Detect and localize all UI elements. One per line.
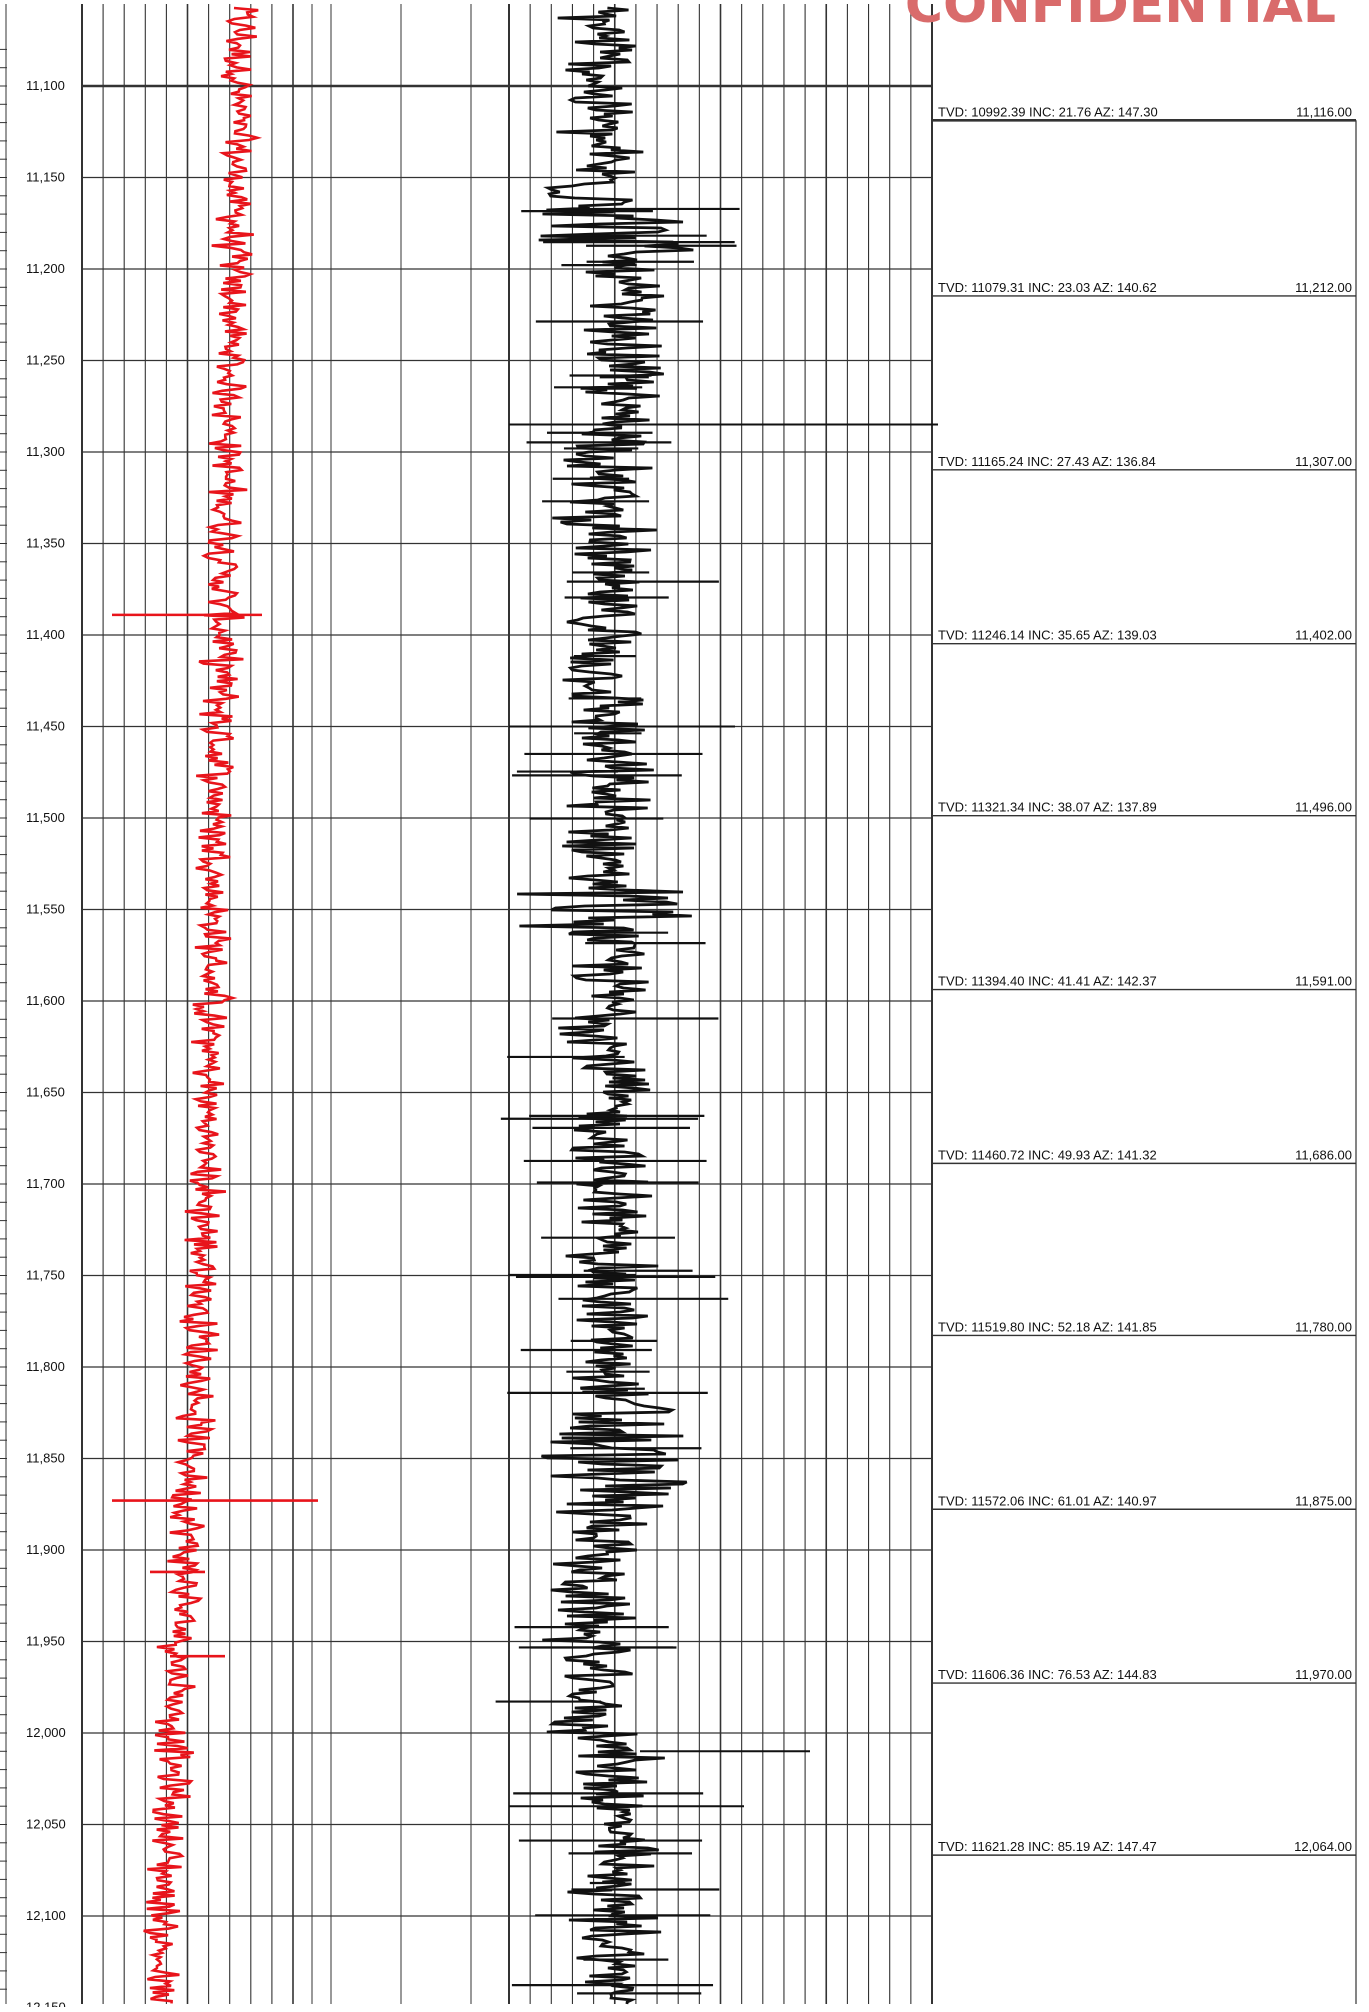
survey-md: 12,064.00 xyxy=(1294,1839,1352,1854)
depth-label: 11,300 xyxy=(26,444,65,459)
survey-md: 11,686.00 xyxy=(1295,1147,1352,1162)
survey-readout: TVD: 11572.06 INC: 61.01 AZ: 140.97 xyxy=(938,1493,1157,1508)
survey-readout: TVD: 10992.39 INC: 21.76 AZ: 147.30 xyxy=(938,104,1158,119)
depth-label: 12,150 xyxy=(26,2000,66,2008)
depth-label: 12,100 xyxy=(26,1908,66,1923)
depth-label: 11,700 xyxy=(26,1176,65,1191)
depth-label: 12,050 xyxy=(26,1817,66,1832)
survey-readout: TVD: 11621.28 INC: 85.19 AZ: 147.47 xyxy=(938,1839,1157,1854)
survey-md: 11,402.00 xyxy=(1295,628,1352,643)
survey-md: 11,307.00 xyxy=(1295,454,1352,469)
resistivity-trace xyxy=(517,6,694,2005)
depth-label: 11,650 xyxy=(26,1085,65,1100)
depth-label: 12,000 xyxy=(26,1725,66,1740)
survey-readout: TVD: 11321.34 INC: 38.07 AZ: 137.89 xyxy=(938,800,1157,815)
survey-readout: TVD: 11394.40 INC: 41.41 AZ: 142.37 xyxy=(938,974,1157,989)
survey-readout: TVD: 11606.36 INC: 76.53 AZ: 144.83 xyxy=(938,1667,1157,1682)
depth-label: 11,200 xyxy=(26,261,65,276)
depth-label: 11,750 xyxy=(26,1268,65,1283)
confidential-stamp: CONFIDENTIAL xyxy=(905,0,1336,35)
log-grid xyxy=(0,4,933,2004)
survey-readout: TVD: 11165.24 INC: 27.43 AZ: 136.84 xyxy=(938,454,1156,469)
gamma-ray-trace xyxy=(143,6,263,2004)
survey-md: 11,116.00 xyxy=(1296,104,1352,119)
survey-readout: TVD: 11079.31 INC: 23.03 AZ: 140.62 xyxy=(938,280,1157,295)
depth-label: 11,150 xyxy=(26,170,65,185)
survey-md: 11,591.00 xyxy=(1295,974,1352,989)
depth-label: 11,350 xyxy=(26,536,65,551)
depth-label: 11,500 xyxy=(26,810,65,825)
depth-axis-labels: 11,100 11,150 11,200 11,250 11,300 11,350 11,4… xyxy=(26,78,66,2012)
survey-readout: TVD: 11460.72 INC: 49.93 AZ: 141.32 xyxy=(938,1147,1157,1162)
depth-label: 11,550 xyxy=(26,902,65,917)
depth-label: 11,950 xyxy=(26,1634,65,1649)
survey-md: 11,780.00 xyxy=(1295,1319,1352,1334)
depth-label: 11,900 xyxy=(26,1542,65,1557)
survey-readout: TVD: 11519.80 INC: 52.18 AZ: 141.85 xyxy=(938,1319,1157,1334)
depth-label: 11,600 xyxy=(26,993,65,1008)
depth-label: 11,450 xyxy=(26,719,65,734)
depth-label: 11,400 xyxy=(26,627,65,642)
survey-md: 11,970.00 xyxy=(1295,1667,1352,1682)
survey-md: 11,496.00 xyxy=(1295,800,1352,815)
survey-readout: TVD: 11246.14 INC: 35.65 AZ: 139.03 xyxy=(938,628,1157,643)
survey-md: 11,875.00 xyxy=(1295,1493,1352,1508)
depth-label: 11,100 xyxy=(26,78,65,93)
depth-label: 11,800 xyxy=(26,1359,65,1374)
depth-label: 11,850 xyxy=(26,1451,65,1466)
depth-label: 11,250 xyxy=(26,353,65,368)
survey-md: 11,212.00 xyxy=(1295,280,1352,295)
survey-panel: TVD: 10992.39 INC: 21.76 AZ: 147.30 11,11… xyxy=(932,104,1357,2012)
log-traces xyxy=(112,6,938,2005)
